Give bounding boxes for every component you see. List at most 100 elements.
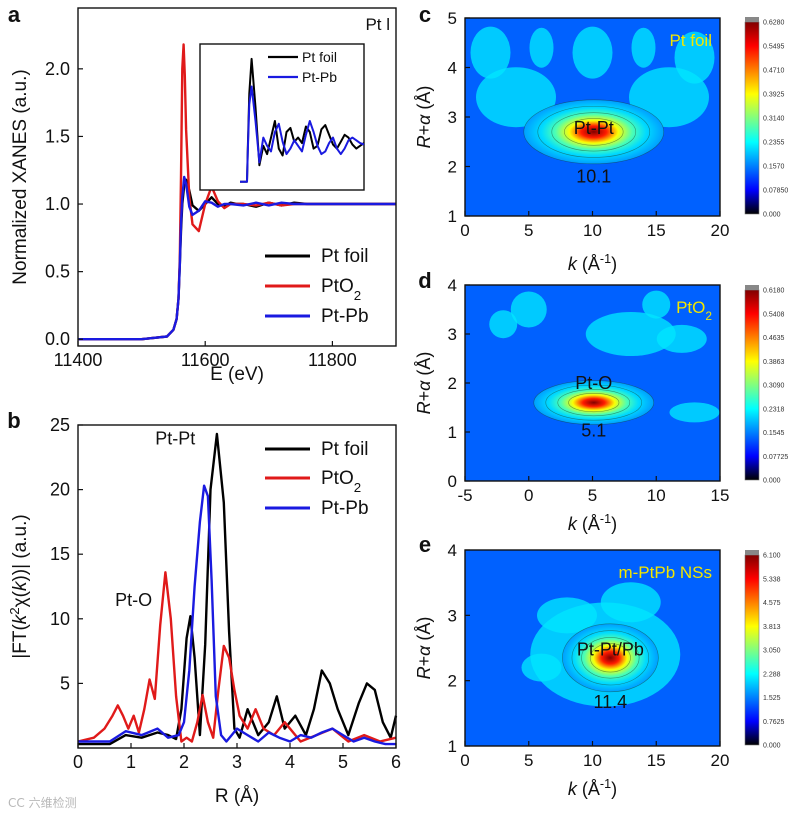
contour-line <box>537 105 651 158</box>
panel-title: m-PtPb NSs <box>618 563 712 582</box>
x-tick-label: 6 <box>391 752 401 772</box>
y-tick-label: 20 <box>50 480 70 500</box>
colorbar-tick-label: 0.2355 <box>763 140 785 147</box>
x-tick-label: 4 <box>285 752 295 772</box>
heatmap-lobe <box>489 310 518 339</box>
heatmap-area <box>465 18 720 216</box>
inset-line-pt-pb <box>240 85 365 183</box>
colorbar-tick-label: 0.3925 <box>763 92 785 99</box>
heatmap-annotation: Pt-O <box>575 373 612 393</box>
y-tick-label: 4 <box>448 276 457 295</box>
y-tick-label: 10 <box>50 609 70 629</box>
x-tick-label: 20 <box>711 221 730 240</box>
legend-label: PtO2 <box>321 276 361 303</box>
x-tick-label: 15 <box>647 751 666 770</box>
watermark: CC 六维检测 <box>8 796 77 810</box>
peak-annotation: Pt-Pt <box>155 428 195 448</box>
y-tick-label: 1.0 <box>45 194 70 214</box>
panel-letter-a: a <box>8 2 21 27</box>
contour-line <box>568 393 620 413</box>
y-tick-label: 4 <box>448 59 457 78</box>
heatmap-lobe <box>585 312 676 356</box>
colorbar-tick-label: 0.07850 <box>763 188 788 195</box>
legend-label: Pt foil <box>321 246 369 267</box>
y-tick-label: 1 <box>448 737 457 756</box>
panel-letter-b: b <box>7 408 20 433</box>
heatmap-lobe <box>600 582 661 623</box>
x-axis-label: R (Å) <box>215 786 259 807</box>
colorbar-cap <box>745 285 759 290</box>
heatmap-peak <box>533 380 654 425</box>
colorbar-tick-label: 0.6180 <box>763 288 785 295</box>
heatmap-lobe <box>572 26 613 79</box>
colorbar-tick-label: 0.000 <box>763 212 781 219</box>
x-tick-label: 15 <box>647 221 666 240</box>
panel-title: Pt foil <box>669 31 712 50</box>
y-tick-label: 5 <box>60 673 70 693</box>
colorbar-cap <box>745 17 759 22</box>
panel-letter-e: e <box>419 532 431 557</box>
y-tick-label: 0.5 <box>45 262 70 282</box>
x-tick-label: 2 <box>179 752 189 772</box>
contour-line <box>551 112 637 152</box>
x-tick-label: 5 <box>524 751 533 770</box>
heatmap-annotation: Pt-Pt/Pb <box>577 639 644 659</box>
contour-line <box>545 384 643 421</box>
x-tick-label: 0 <box>73 752 83 772</box>
y-tick-label: 2.0 <box>45 59 70 79</box>
inset-frame <box>199 43 365 191</box>
x-axis-label: k (Å-1) <box>568 512 617 534</box>
y-tick-label: 25 <box>50 415 70 435</box>
x-tick-label: 10 <box>583 221 602 240</box>
x-tick-label: 0 <box>524 486 533 505</box>
x-tick-label: 5 <box>588 486 597 505</box>
colorbar-tick-label: 0.4710 <box>763 68 785 75</box>
x-tick-label: 11400 <box>54 350 103 370</box>
peak-annotation: Pt-O <box>115 590 152 610</box>
panel-e: e 0 5 10 15 20 1 2 3 4 k (Å-1) R+α (Å) m-PtPb NSs Pt-… <box>414 532 785 799</box>
y-tick-label: 3 <box>448 606 457 625</box>
series-line-pt-foil <box>78 432 398 746</box>
colorbar-tick-label: 0.3090 <box>763 383 785 390</box>
colorbar-tick-label: 0.1570 <box>763 164 785 171</box>
x-tick-label: 3 <box>232 752 242 772</box>
heatmap-lobe <box>476 67 556 128</box>
colorbar-tick-label: 5.338 <box>763 576 781 583</box>
legend-label: Pt-Pb <box>321 498 369 519</box>
colorbar-tick-label: 0.7625 <box>763 719 785 726</box>
colorbar-tick-label: 3.050 <box>763 648 781 655</box>
contour-line <box>581 637 640 679</box>
series-line-pto2 <box>77 571 397 743</box>
y-tick-label: 3 <box>448 325 457 344</box>
heatmap-peak <box>562 623 659 692</box>
colorbar-tick-label: 2.288 <box>763 671 781 678</box>
heatmap-lobe <box>669 402 720 423</box>
y-tick-label: 1.5 <box>45 126 70 146</box>
heatmap-peak <box>523 99 664 164</box>
contour-line <box>589 643 631 673</box>
colorbar-tick-label: 1.525 <box>763 695 781 702</box>
x-tick-label: 5 <box>338 752 348 772</box>
heatmap-annotation: 11.4 <box>593 692 627 712</box>
y-axis-label: R+α (Å) <box>414 617 434 680</box>
x-axis-label: k (Å-1) <box>568 777 617 799</box>
x-tick-label: 5 <box>524 221 533 240</box>
x-tick-label: 10 <box>583 751 602 770</box>
contour-line <box>557 389 631 417</box>
heatmap-lobe <box>470 26 511 79</box>
panel-title: PtO2 <box>676 298 712 323</box>
contour-line <box>523 99 665 165</box>
panel-letter-d: d <box>418 268 431 293</box>
x-tick-label: 20 <box>711 751 730 770</box>
colorbar-tick-label: 0.000 <box>763 743 781 750</box>
x-tick-label: 11600 <box>181 350 230 370</box>
colorbar <box>744 289 760 481</box>
colorbar-tick-label: 0.5408 <box>763 311 785 318</box>
heatmap-annotation: Pt-Pt <box>574 118 614 138</box>
heatmap-annotation: 5.1 <box>581 421 606 441</box>
axes-frame <box>77 7 397 347</box>
y-tick-label: 15 <box>50 544 70 564</box>
contour-line <box>562 623 659 693</box>
colorbar-tick-label: 6.100 <box>763 553 781 560</box>
y-tick-label: 2 <box>448 158 457 177</box>
